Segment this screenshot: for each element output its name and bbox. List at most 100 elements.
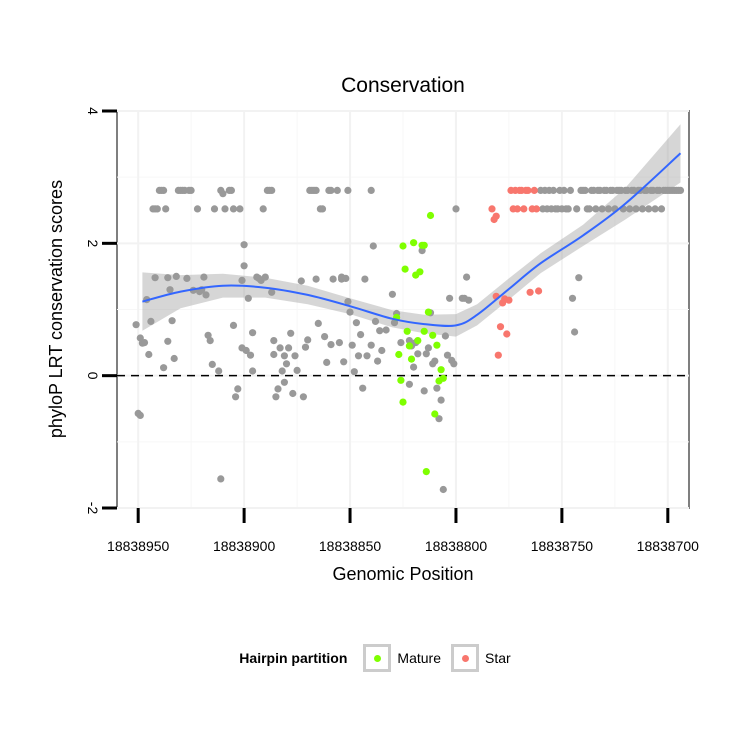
point-other <box>598 205 606 213</box>
point-mature <box>426 211 435 220</box>
point-other <box>172 272 180 280</box>
legend-item-mature: Mature <box>363 644 441 672</box>
point-mature <box>420 327 428 335</box>
point-other <box>278 367 286 375</box>
legend-label-mature: Mature <box>397 650 441 666</box>
point-other <box>206 337 214 345</box>
point-mature <box>433 341 441 349</box>
point-other <box>215 367 223 375</box>
point-mature <box>395 350 403 359</box>
point-other <box>229 321 238 329</box>
point-other <box>285 344 293 352</box>
point-mature <box>424 308 432 316</box>
point-other <box>465 296 473 304</box>
point-other <box>261 273 269 281</box>
point-mature <box>407 355 416 363</box>
point-star <box>496 323 505 331</box>
point-mature <box>399 398 407 406</box>
point-other <box>354 352 363 360</box>
point-other <box>340 358 348 366</box>
point-other <box>244 294 252 302</box>
point-mature <box>437 366 445 374</box>
point-other <box>280 352 288 360</box>
legend-key-mature <box>363 644 392 672</box>
point-other <box>560 186 568 194</box>
x-axis-title: Genomic Position <box>332 564 473 584</box>
point-other <box>374 357 382 365</box>
loess-fit-line <box>142 152 682 327</box>
point-other <box>276 344 284 352</box>
x-tick-label: 18838900 <box>213 538 276 554</box>
point-other <box>236 205 244 213</box>
point-star <box>513 205 522 213</box>
point-other <box>632 205 640 213</box>
point-other <box>573 205 581 213</box>
point-other <box>645 205 653 213</box>
point-other <box>571 328 579 336</box>
point-other <box>272 393 280 401</box>
point-star <box>503 330 511 338</box>
point-mature <box>439 374 447 382</box>
point-other <box>259 205 267 213</box>
point-other <box>318 205 327 213</box>
y-tick-label: 2 <box>85 239 101 247</box>
point-other <box>443 351 452 359</box>
point-mature <box>414 337 422 345</box>
point-mature <box>401 265 409 273</box>
point-other <box>202 291 210 299</box>
point-other <box>367 186 375 194</box>
point-other <box>327 186 335 194</box>
point-other <box>219 190 227 198</box>
x-tick-label: 18838850 <box>319 538 382 554</box>
point-other <box>282 360 291 368</box>
data-points <box>132 186 685 494</box>
point-other <box>431 357 439 365</box>
minor-gridlines <box>117 111 689 508</box>
point-other <box>344 186 352 194</box>
point-other <box>221 205 229 213</box>
point-other <box>369 242 377 250</box>
point-star <box>494 351 502 359</box>
point-star <box>488 205 496 213</box>
point-other <box>357 331 365 339</box>
point-other <box>240 262 248 270</box>
legend-label-star: Star <box>485 650 511 666</box>
point-other <box>193 205 202 213</box>
point-other <box>301 343 310 351</box>
point-other <box>238 276 246 284</box>
point-other <box>280 378 288 386</box>
point-other <box>439 485 447 494</box>
point-other <box>299 393 307 401</box>
point-other <box>240 241 248 249</box>
x-tick-label: 18838950 <box>107 538 170 554</box>
point-other <box>651 205 659 213</box>
point-other <box>151 274 159 282</box>
point-other <box>329 275 337 283</box>
point-other <box>183 274 191 282</box>
point-mature <box>429 331 437 339</box>
point-other <box>450 360 458 368</box>
point-other <box>229 205 238 213</box>
y-tick-label: 0 <box>85 372 101 380</box>
point-other <box>297 277 305 285</box>
point-other <box>422 350 430 358</box>
legend-key-star <box>451 644 479 672</box>
point-other <box>604 205 613 213</box>
point-other <box>314 319 322 327</box>
point-other <box>227 186 235 194</box>
point-other <box>274 385 282 393</box>
legend: Hairpin partition Mature Star <box>0 640 750 676</box>
point-other <box>676 186 685 194</box>
point-other <box>132 321 140 329</box>
point-other <box>575 274 583 282</box>
y-axis-title: phyloP LRT conservation scores <box>46 180 66 438</box>
point-other <box>304 336 312 344</box>
point-other <box>249 367 257 375</box>
point-other <box>382 326 390 334</box>
point-other <box>270 350 278 359</box>
point-other <box>367 341 375 349</box>
point-other <box>246 351 255 359</box>
point-other <box>164 274 172 282</box>
legend-dot-mature-icon <box>373 654 381 662</box>
